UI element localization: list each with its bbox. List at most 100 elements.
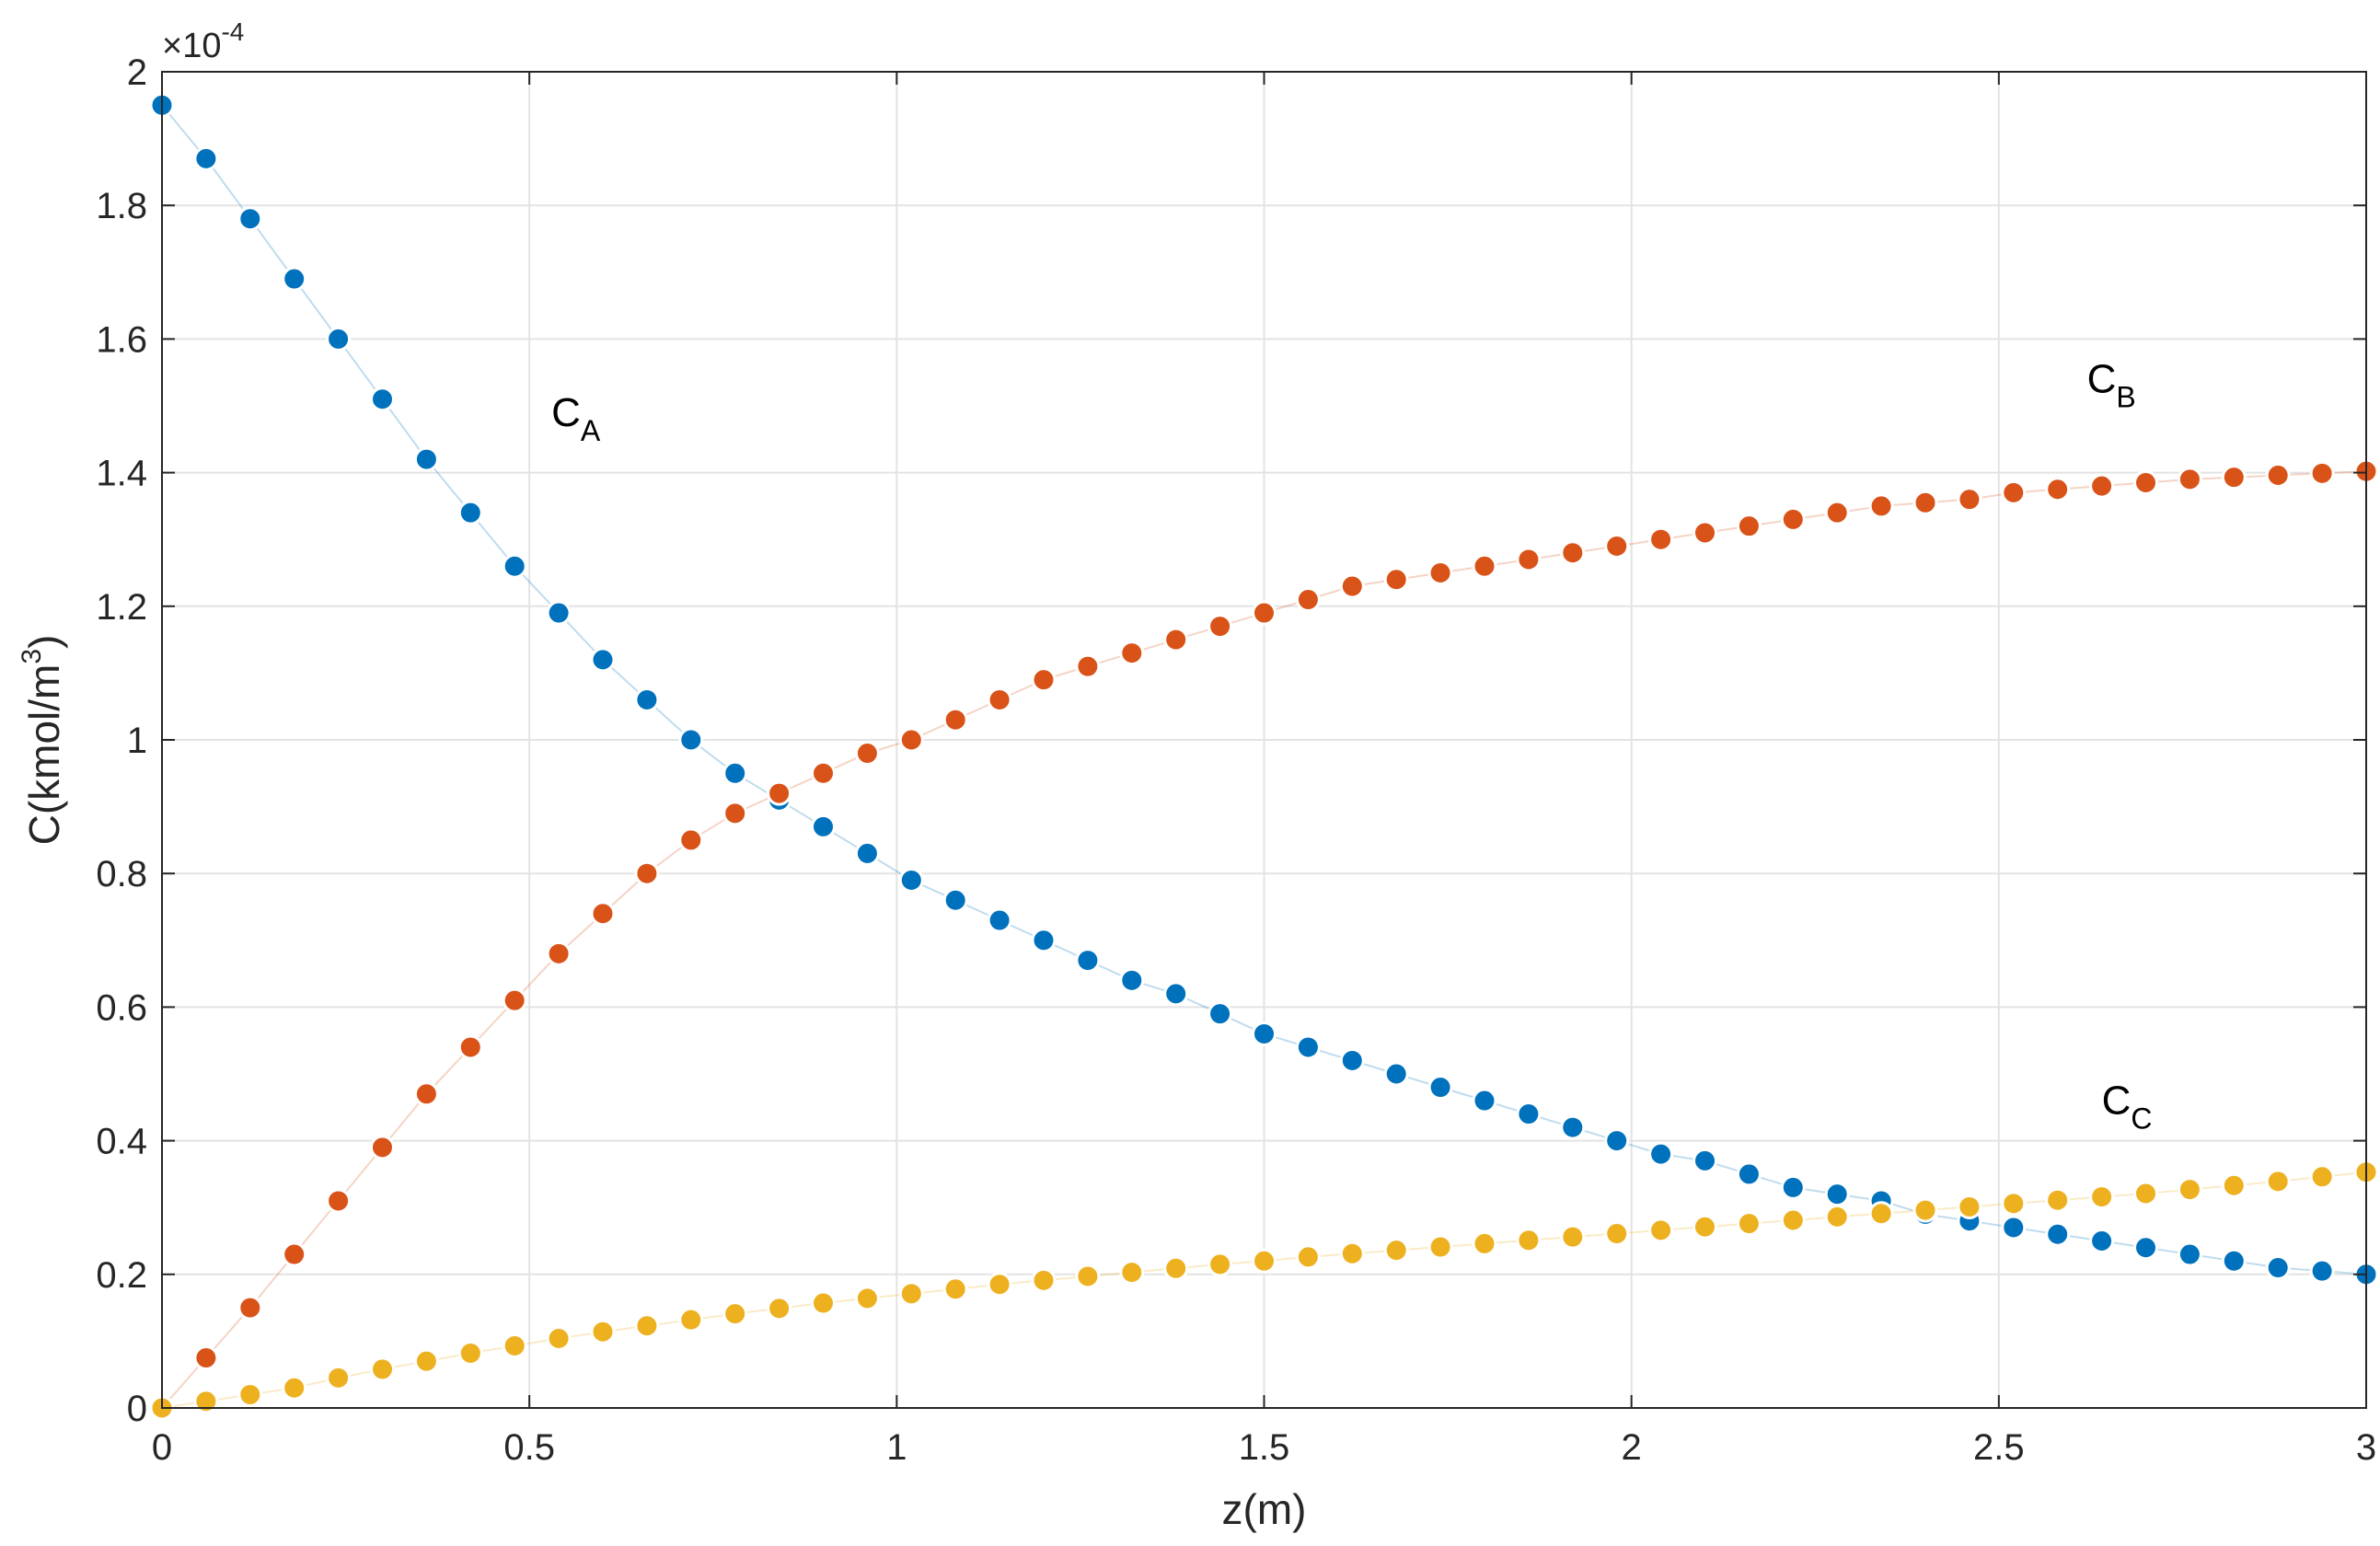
data-point [282, 1375, 307, 1401]
data-point [1516, 547, 1542, 572]
data-point [1339, 573, 1365, 599]
data-point [2177, 1241, 2202, 1267]
data-point [1824, 500, 1850, 525]
data-point [634, 860, 660, 886]
data-point [1868, 493, 1894, 519]
data-point [237, 1295, 263, 1321]
data-point [1912, 490, 1938, 515]
data-point [413, 1348, 439, 1374]
y-tick-label: 0.8 [96, 854, 147, 894]
data-point [1207, 1252, 1233, 1277]
data-point [1824, 1182, 1850, 1207]
data-point [767, 1296, 792, 1321]
data-point [1648, 526, 1674, 552]
data-point [1472, 553, 1497, 579]
y-tick-label: 1.6 [96, 319, 147, 360]
curve-label-ca: CA [551, 390, 601, 447]
x-tick-label: 1.5 [1239, 1427, 1290, 1468]
series-a [149, 92, 2379, 1287]
data-point [1119, 1260, 1145, 1286]
data-point [722, 1301, 748, 1327]
data-point [2089, 1184, 2115, 1210]
x-tick-label: 0 [152, 1427, 172, 1468]
data-point [1736, 1211, 1762, 1237]
data-point [370, 1135, 395, 1160]
data-point [1075, 948, 1101, 974]
data-point [1075, 1263, 1101, 1289]
data-point [1031, 1267, 1057, 1293]
data-point [502, 987, 527, 1013]
y-tick-label: 1 [127, 721, 147, 761]
y-axis-title-main: C(kmol/m [20, 664, 68, 846]
data-point [854, 741, 880, 767]
data-point [2177, 1177, 2202, 1203]
data-point [2089, 1229, 2115, 1253]
data-point [1163, 627, 1189, 652]
y-tick-label: 0.2 [96, 1255, 147, 1296]
data-point [811, 760, 836, 786]
data-point [1560, 540, 1586, 566]
data-point [1824, 1204, 1850, 1229]
data-point [1560, 1224, 1586, 1250]
data-point [1693, 520, 1717, 546]
data-point [1383, 1238, 1409, 1263]
data-point [370, 386, 395, 412]
data-point [811, 1290, 836, 1316]
data-point [2221, 1172, 2247, 1198]
data-point [1912, 1197, 1938, 1223]
data-point [1339, 1240, 1365, 1266]
x-tick-label: 2.5 [1973, 1427, 2025, 1468]
data-point [1604, 1221, 1630, 1247]
data-point [898, 727, 924, 753]
curve-label-ca-sub: A [581, 414, 601, 447]
data-point [678, 727, 704, 753]
data-point [942, 887, 968, 913]
curve-label-cb-main: C [2087, 356, 2117, 401]
data-point [1031, 928, 1057, 953]
data-point [1516, 1228, 1542, 1253]
curve-label-cc: CC [2102, 1079, 2153, 1136]
y-axis-title-sup: 3 [17, 649, 47, 664]
data-point [2265, 1169, 2291, 1194]
data-point [193, 1389, 219, 1414]
data-point [2045, 477, 2071, 502]
data-point [854, 840, 880, 866]
data-point [457, 1340, 483, 1366]
data-point [413, 446, 439, 472]
data-point [1516, 1102, 1542, 1127]
data-point [2177, 467, 2202, 492]
data-point [2089, 473, 2115, 499]
data-point [1780, 506, 1806, 532]
x-axis-title: z(m) [1222, 1485, 1307, 1533]
data-point [193, 145, 219, 171]
data-point [678, 827, 704, 853]
data-point [1295, 1034, 1321, 1060]
data-point [237, 206, 263, 232]
curve-label-ca-main: C [551, 390, 581, 435]
y-tick-label: 0.4 [96, 1122, 147, 1162]
data-point [282, 266, 307, 292]
data-point [2309, 1164, 2335, 1190]
curve-label-cc-sub: C [2131, 1102, 2152, 1136]
data-point [1693, 1214, 1717, 1240]
data-point [193, 1345, 219, 1371]
data-point [1252, 1021, 1277, 1046]
tick-layer: 0 0.5 1 1.5 2 2.5 3 0 0.2 0.4 0.6 0.8 1 1.2 1.4 1.6 1.8 2 [96, 52, 2376, 1468]
annotation-layer: CA CB CC [551, 356, 2152, 1135]
data-point [326, 1188, 352, 1214]
y-tick-label: 1.2 [96, 587, 147, 628]
x-tick-label: 3 [2356, 1427, 2376, 1468]
data-point [1383, 1061, 1409, 1087]
data-point [2045, 1187, 2071, 1213]
data-point [1207, 614, 1233, 640]
data-point [987, 907, 1012, 933]
data-point [942, 1276, 968, 1302]
data-point [1604, 1128, 1630, 1154]
data-point [634, 686, 660, 712]
curve-label-cb-sub: B [2116, 380, 2135, 413]
data-point [767, 780, 792, 806]
data-point [2001, 479, 2027, 505]
data-point [546, 1325, 572, 1351]
data-point [1472, 1088, 1497, 1113]
